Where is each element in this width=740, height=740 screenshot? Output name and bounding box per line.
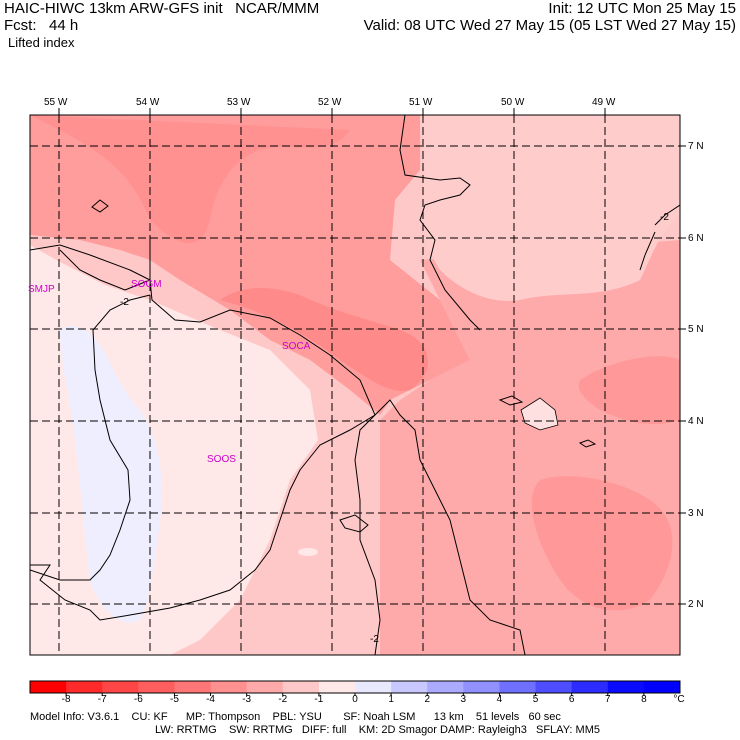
field-white-patch — [520, 397, 559, 431]
lon-label: 51 W — [409, 97, 433, 108]
lon-label: 53 W — [227, 97, 251, 108]
forecast-hour: Fcst: 44 h — [4, 17, 79, 34]
colorbar-swatch — [174, 681, 212, 693]
colorbar-tick-label: 4 — [496, 694, 503, 705]
colorbar-unit: °C — [673, 694, 685, 705]
lon-label: 54 W — [136, 97, 160, 108]
colorbar-swatch — [463, 681, 500, 693]
colorbar-swatch — [535, 681, 573, 693]
lat-label: 5 N — [688, 324, 704, 335]
island — [91, 199, 109, 213]
colorbar-swatch — [246, 681, 284, 693]
colorbar-tick-label: 8 — [641, 694, 647, 705]
model-info: Model Info: V3.6.1 CU: KF MP: Thompson P… — [30, 711, 561, 723]
colorbar-swatch — [30, 681, 67, 693]
field-east-darker — [531, 476, 673, 611]
colorbar-tick-label: 1 — [388, 694, 394, 705]
coastline — [399, 115, 481, 331]
colorbar-swatch — [427, 681, 464, 693]
field-darker-coast — [220, 288, 429, 391]
island — [498, 395, 524, 406]
field-name: Lifted index — [8, 35, 75, 50]
colorbar-tick-label: -2 — [278, 694, 288, 705]
field-white-spot — [298, 548, 318, 556]
border — [354, 414, 381, 655]
valid-time: Valid: 08 UTC Wed 27 May 15 (05 LST Wed … — [363, 17, 736, 34]
station-label: SMJP — [28, 284, 55, 295]
lon-label: 52 W — [318, 97, 342, 108]
colorbar-swatch — [391, 681, 428, 693]
lat-label: 4 N — [688, 416, 704, 427]
colorbar-swatch — [607, 681, 645, 693]
lat-label: 7 N — [688, 141, 704, 152]
colorbar-tick-label: 3 — [460, 694, 467, 705]
lon-label: 49 W — [592, 97, 616, 108]
colorbar-swatch — [138, 681, 175, 693]
border — [59, 240, 151, 291]
model-info-2: LW: RRTMG SW: RRTMG DIFF: full KM: 2D Sm… — [155, 724, 600, 736]
contour-label: -2 — [370, 634, 379, 645]
lon-label: 50 W — [501, 97, 525, 108]
colorbar-swatch — [282, 681, 320, 693]
map-frame — [29, 114, 681, 656]
field-darker-north-2 — [30, 115, 350, 244]
lat-label: 3 N — [688, 508, 704, 519]
colorbar-tick-label: 5 — [532, 694, 539, 705]
contour-label: -2 — [660, 212, 669, 223]
contour-line — [639, 231, 656, 271]
colorbar-tick-label: -7 — [97, 694, 107, 705]
colorbar-swatch — [66, 681, 103, 693]
colorbar-tick-label: -1 — [314, 694, 324, 705]
border — [30, 414, 376, 621]
colorbar-swatch — [643, 681, 681, 693]
contour-label: -2 — [120, 297, 129, 308]
colorbar-tick-label: -6 — [133, 694, 143, 705]
model-title: HAIC-HIWC 13km ARW-GFS init NCAR/MMM — [4, 0, 320, 17]
colorbar-tick-label: 7 — [604, 694, 611, 705]
border — [30, 294, 151, 581]
lat-label: 6 N — [688, 233, 704, 244]
colorbar-tick-label: 6 — [568, 694, 575, 705]
colorbar-tick-label: 0 — [352, 694, 358, 705]
colorbar-swatch — [355, 681, 392, 693]
colorbar-swatch — [102, 681, 139, 693]
colorbar-tick-label: -8 — [61, 694, 71, 705]
island — [578, 439, 597, 448]
field-light-northeast — [420, 115, 680, 301]
colorbar-tick-label: -3 — [242, 694, 252, 705]
field-positive — [60, 325, 162, 623]
contour-line — [654, 204, 680, 226]
field-east-darker-2 — [578, 356, 680, 425]
colorbar-tick-label: 2 — [424, 694, 430, 705]
colorbar-tick-label: -4 — [206, 694, 215, 705]
colorbar-swatch — [571, 681, 609, 693]
colorbar-tick-label: -5 — [169, 694, 179, 705]
colorbar-swatch — [499, 681, 537, 693]
station-label: SOCA — [282, 341, 311, 352]
station-label: SOOS — [207, 454, 236, 465]
station-label: SOGM — [131, 279, 162, 290]
init-time: Init: 12 UTC Mon 25 May 15 — [548, 0, 736, 17]
lon-label: 55 W — [44, 97, 68, 108]
island — [339, 514, 369, 533]
colorbar-swatch — [210, 681, 248, 693]
lat-label: 2 N — [688, 599, 704, 610]
colorbar-swatch — [318, 681, 356, 693]
